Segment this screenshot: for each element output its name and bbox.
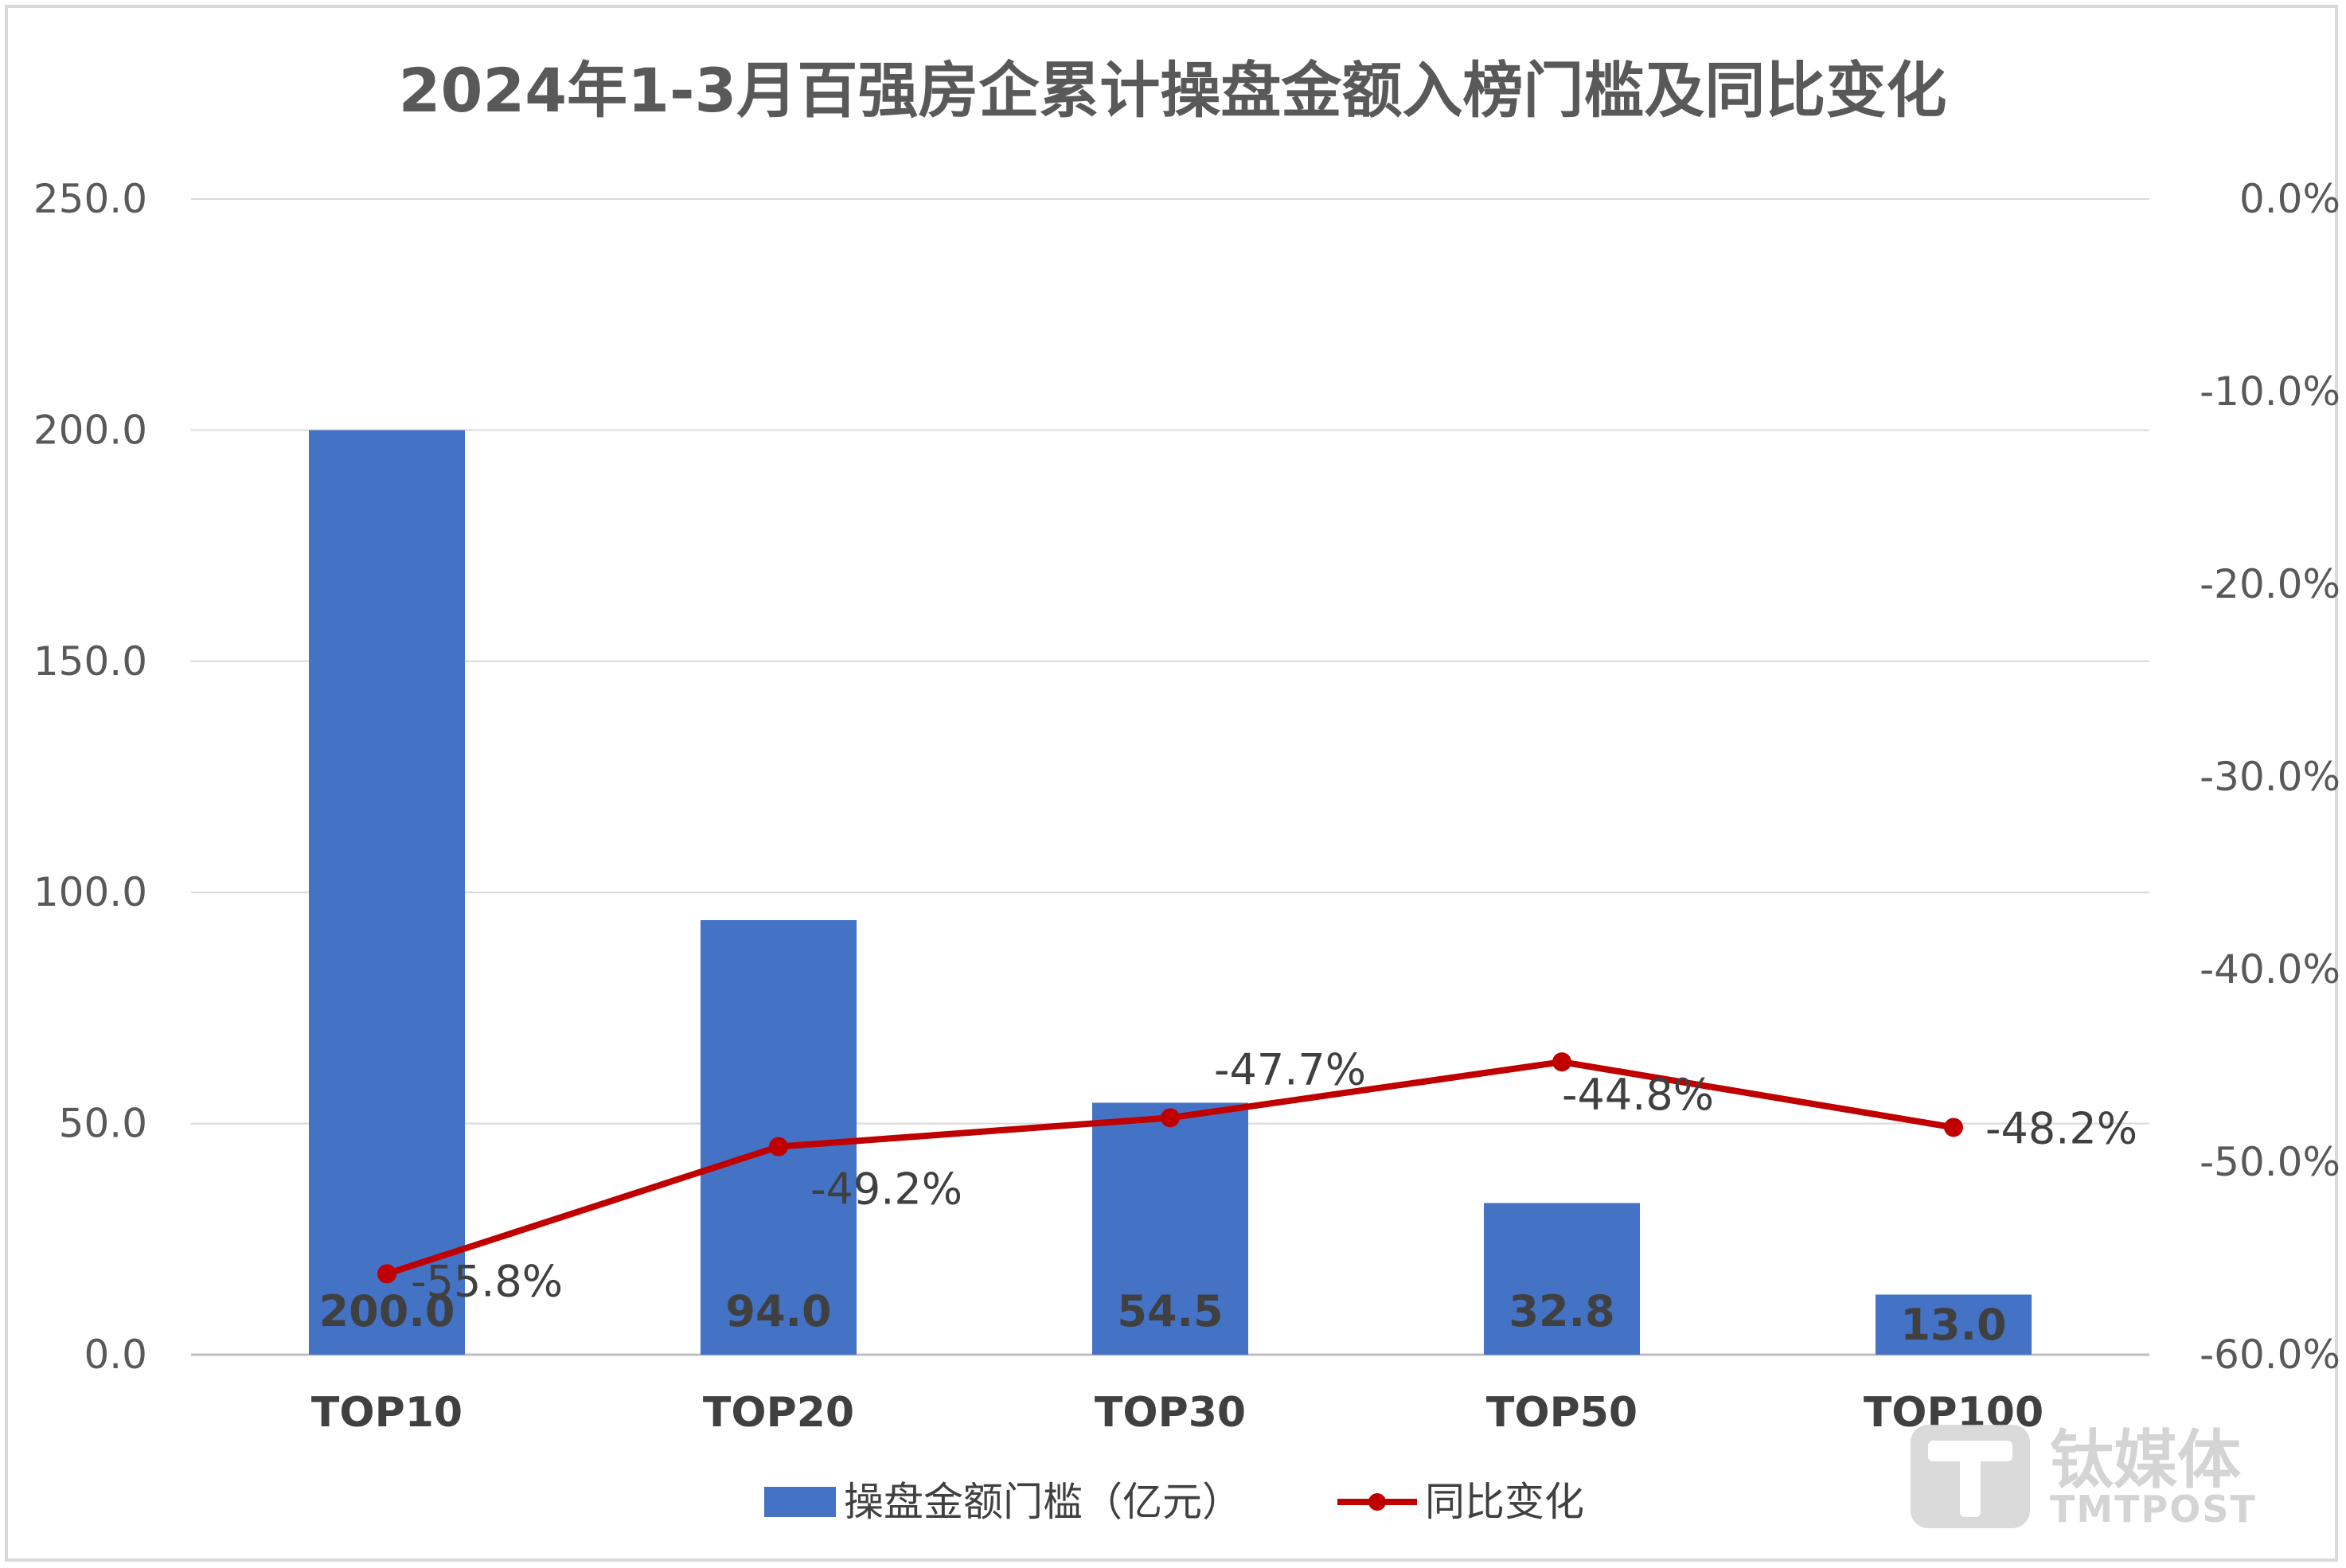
y-right-tick-label: -30.0% [2200,754,2340,800]
line-marker-top30 [1161,1108,1180,1128]
y-left-tick-label: 50.0 [59,1101,147,1147]
x-axis: TOP10 TOP20 TOP30 TOP50 TOP100 [311,1389,2043,1437]
legend-line-marker [1368,1493,1386,1511]
y-right-tick-label: -10.0% [2200,369,2340,415]
line-data-label: -49.2% [810,1164,962,1215]
watermark: 钛媒体 TMTPOST [1911,1423,2257,1531]
line-marker-top100 [1944,1117,1963,1137]
line-data-label: -48.2% [1985,1103,2137,1153]
legend: 操盘金额门槛（亿元） 同比变化 [764,1479,1584,1525]
y-right-tick-label: 0.0% [2239,176,2340,222]
bar-series [309,430,2032,1355]
line-marker-top10 [377,1264,396,1284]
line-data-label: -55.8% [411,1256,563,1306]
y-left-tick-label: 250.0 [33,176,147,222]
bar-data-label: 13.0 [1900,1300,2006,1350]
tmtpost-t-logo-icon [1911,1425,2030,1528]
legend-line-label: 同比变化 [1425,1479,1584,1525]
bar-top100 [1876,1294,2032,1355]
watermark-brand-cn: 钛媒体 [2050,1423,2241,1497]
bar-data-label: 54.5 [1117,1286,1223,1336]
line-data-labels: -55.8% -49.2% -47.7% -44.8% -48.2% [411,1044,2137,1306]
y-axis-left: 0.0 50.0 100.0 150.0 200.0 250.0 [33,176,147,1378]
bar-top50 [1484,1203,1640,1355]
x-tick-label: TOP30 [1095,1389,1246,1437]
y-left-tick-label: 200.0 [33,407,147,453]
legend-bar-swatch [764,1487,836,1517]
bar-data-labels: 200.0 94.0 54.5 32.8 13.0 [319,1286,2007,1350]
line-data-label: -47.7% [1214,1044,1366,1094]
line-marker-top50 [1552,1052,1571,1072]
bar-top10 [309,430,465,1355]
bar-top30 [1092,1102,1248,1355]
y-right-tick-label: -40.0% [2200,946,2340,993]
y-right-tick-label: -20.0% [2200,561,2340,607]
y-left-tick-label: 150.0 [33,638,147,685]
line-marker-top20 [769,1137,788,1156]
gridlines [191,198,2149,1356]
chart-title: 2024年1-3月百强房企累计操盘金额入榜门槛及同比变化 [399,55,1947,126]
x-tick-label: TOP20 [703,1389,854,1437]
line-series [377,1052,1963,1284]
y-axis-right: -60.0% -50.0% -40.0% -30.0% -20.0% -10.0% 0.0% [2200,176,2340,1378]
x-tick-label: TOP50 [1486,1389,1638,1437]
y-left-tick-label: 100.0 [33,869,147,915]
legend-bar-label: 操盘金额门槛（亿元） [844,1479,1242,1525]
bar-data-label: 94.0 [725,1286,831,1336]
y-right-tick-label: -50.0% [2200,1139,2340,1185]
bar-data-label: 32.8 [1509,1286,1614,1336]
bar-data-label: 200.0 [319,1286,455,1336]
x-tick-label: TOP10 [311,1389,463,1437]
y-left-tick-label: 0.0 [84,1332,147,1378]
watermark-brand-en: TMTPOST [2050,1488,2257,1531]
line-data-label: -44.8% [1562,1070,1714,1120]
y-right-tick-label: -60.0% [2200,1332,2340,1378]
